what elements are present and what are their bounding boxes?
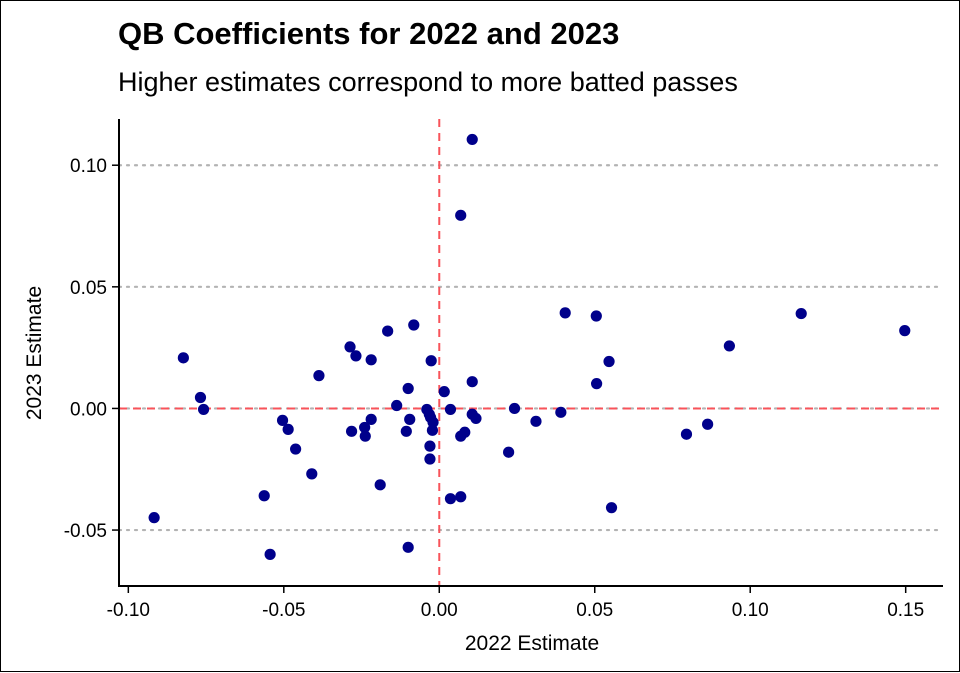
data-point [365, 413, 377, 425]
data-point [455, 430, 467, 442]
data-point [276, 414, 289, 426]
y-tick-label: -0.05 [64, 521, 107, 542]
reference-lines [119, 119, 943, 586]
data-point [424, 453, 436, 465]
data-point [391, 399, 403, 412]
data-points [148, 133, 911, 560]
data-point [402, 541, 414, 553]
x-tick-label: 0.15 [887, 600, 924, 621]
data-point [425, 355, 437, 367]
x-tick-label: 0.00 [421, 600, 458, 621]
data-point [290, 443, 302, 455]
data-point [723, 340, 735, 352]
data-point [258, 490, 270, 502]
y-tick-label: 0.05 [70, 278, 107, 299]
data-point [344, 341, 356, 353]
data-point [503, 446, 515, 458]
x-tick-label: -0.10 [107, 600, 150, 621]
chart-title: QB Coefficients for 2022 and 2023 [118, 16, 619, 51]
data-point [148, 512, 160, 524]
data-point [455, 209, 467, 221]
data-point [177, 352, 189, 364]
data-point [591, 378, 603, 390]
data-point [264, 548, 276, 560]
data-point [345, 425, 358, 437]
data-point [359, 421, 371, 434]
data-point [444, 493, 457, 505]
data-point [559, 307, 571, 319]
data-point [365, 354, 377, 366]
data-point [382, 325, 394, 337]
data-point [702, 418, 714, 430]
x-tick-label: 0.05 [576, 600, 613, 621]
data-point [795, 307, 807, 320]
data-point [374, 479, 386, 491]
data-point [455, 491, 467, 503]
data-point [466, 376, 478, 388]
data-point [402, 382, 414, 395]
data-point [359, 430, 371, 442]
data-point [466, 408, 478, 420]
data-point [530, 415, 542, 427]
data-point [197, 403, 210, 416]
data-point [427, 416, 439, 428]
data-point [899, 325, 911, 337]
data-point [306, 468, 318, 480]
x-axis-title: 2022 Estimate [465, 632, 599, 655]
axes: -0.10 -0.05 0.00 0.05 0.10 0.15 -0.05 0.00 0.05 0… [64, 119, 943, 621]
gridlines [117, 164, 945, 532]
data-point [680, 428, 693, 440]
data-point [404, 413, 416, 425]
data-point [438, 386, 450, 398]
data-point [426, 424, 439, 436]
data-point [508, 402, 521, 415]
y-tick-label: 0.10 [70, 156, 107, 177]
data-point [313, 370, 325, 382]
data-point [590, 310, 602, 322]
data-point [444, 403, 457, 416]
data-point [408, 319, 420, 331]
data-point [605, 502, 618, 514]
y-tick-label: 0.00 [70, 399, 107, 420]
data-point [194, 391, 207, 404]
data-point [555, 406, 567, 418]
data-point [424, 440, 436, 452]
data-point [400, 425, 412, 437]
data-point [350, 350, 362, 362]
x-tick-label: -0.05 [262, 600, 305, 621]
chart-subtitle: Higher estimates correspond to more batt… [118, 67, 738, 97]
y-axis-title: 2023 Estimate [23, 286, 46, 420]
x-tick-label: 0.10 [732, 600, 769, 621]
data-point [603, 355, 615, 368]
data-point [282, 423, 294, 435]
data-point [466, 133, 478, 146]
